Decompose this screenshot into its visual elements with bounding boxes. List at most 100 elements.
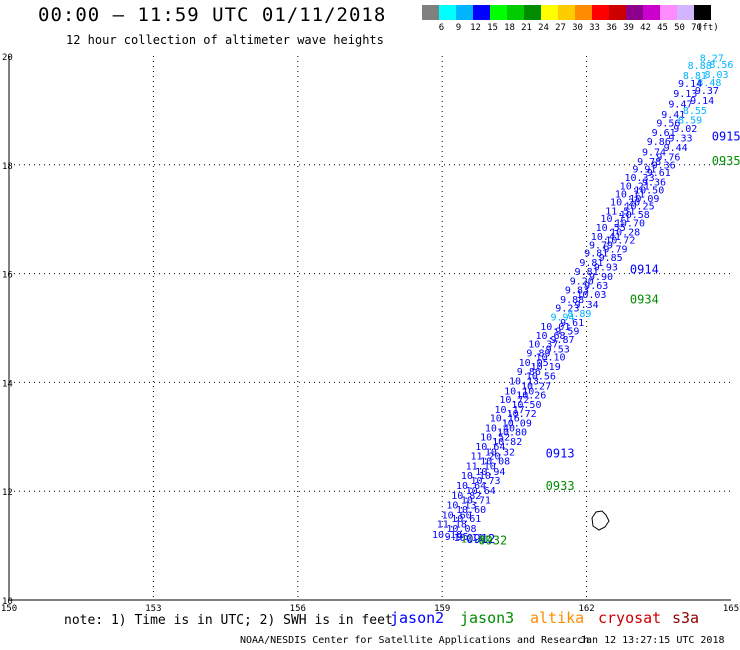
footer-timestamp: Jan 12 13:27:15 UTC 2018 [580, 635, 725, 646]
data-point-label: 11.20 [470, 452, 500, 463]
y-tick-label: 20 [2, 53, 13, 63]
scale-swatch [490, 5, 507, 20]
scale-label: 18 [504, 23, 515, 33]
data-point-label: 9.88 [560, 295, 584, 306]
y-tick-label: 14 [2, 379, 13, 389]
data-point-label: 9.61 [647, 168, 671, 179]
data-point-label: 10.56 [526, 372, 556, 383]
data-point-label: 10.13 [509, 377, 539, 388]
data-point-label: 10.09 [629, 194, 659, 205]
time-annotation: 0933 [546, 479, 575, 493]
scale-label: 50 [674, 23, 685, 33]
data-point-label: 10.50 [634, 186, 664, 197]
scale-swatch [422, 5, 439, 20]
data-point-label: 10.73 [470, 476, 500, 487]
scale-unit: (ft) [697, 23, 719, 33]
data-point-label: 10.94 [475, 467, 505, 478]
scale-swatch [541, 5, 558, 20]
data-point-label: 10.71 [461, 496, 491, 507]
data-point-label: 8.88 [688, 61, 712, 72]
data-point-label: 8.89 [567, 309, 591, 320]
data-point-label: 10.26 [516, 391, 546, 402]
scale-label: 6 [438, 23, 445, 33]
scale-label: 33 [589, 23, 600, 33]
scale-swatch [456, 5, 473, 20]
time-annotation: 0932 [478, 534, 507, 548]
data-point-label: 9.02 [673, 124, 697, 135]
data-point-label: 10.52 [480, 433, 510, 444]
y-tick-label: 10 [2, 597, 13, 607]
data-point-label: 10.03 [576, 290, 606, 301]
scale-label: 27 [555, 23, 566, 33]
data-point-label: 9.94 [550, 312, 574, 323]
data-point-label: 10.21 [620, 181, 650, 192]
y-tick-label: 18 [2, 162, 13, 172]
data-point-label: 9.47 [668, 100, 692, 111]
data-point-label: 9.87 [550, 335, 574, 346]
scale-swatch [575, 5, 592, 20]
data-labels: 8.278.568.888.038.818.489.149.379.139.14… [432, 53, 733, 545]
scale-swatch [677, 5, 694, 20]
data-point-label: 9.86 [647, 137, 671, 148]
data-point-label: 9.81 [575, 267, 599, 278]
data-point-label: 10.20 [610, 198, 640, 209]
data-point-label: 8.03 [705, 70, 729, 81]
scale-label: 36 [606, 23, 617, 33]
scale-swatch [643, 5, 660, 20]
time-annotation: 0934 [630, 293, 659, 307]
scale-swatch [558, 5, 575, 20]
data-point-label: 9.53 [546, 344, 570, 355]
legend-altika: altika [530, 609, 585, 627]
data-point-label: 10.64 [456, 481, 486, 492]
data-point-label: 10.55 [596, 223, 626, 234]
data-point-label: 9.13 [673, 89, 697, 100]
data-point-label: 9.79 [589, 241, 613, 252]
data-point-label: 8.48 [697, 78, 721, 89]
data-point-label: 10.64 [475, 442, 505, 453]
y-tick-label: 12 [2, 488, 13, 498]
data-point-label: 10.05 [519, 358, 549, 369]
x-tick-label: 153 [145, 604, 161, 614]
legend-jason3: jason3 [460, 609, 515, 627]
data-point-label: 9.79 [603, 244, 627, 255]
data-point-label: 10.01 [540, 322, 570, 333]
scale-label: 9 [455, 23, 462, 33]
data-point-label: 9.20 [570, 276, 594, 287]
x-tick-label: 162 [578, 604, 594, 614]
scale-swatch [507, 5, 524, 20]
data-point-label: 9.14 [690, 96, 714, 107]
data-point-label: 8.59 [678, 115, 702, 126]
data-point-label: 11.18 [437, 520, 467, 531]
data-point-label: 10.50 [511, 400, 541, 411]
data-point-label: 10.41 [591, 232, 621, 243]
footer-note: note: 1) Time is in UTC; 2) SWH is in fe… [64, 613, 393, 628]
data-point-label: 8.81 [683, 71, 707, 82]
data-point-label: 8.55 [683, 106, 707, 117]
axes [8, 56, 731, 601]
data-point-label: 10.64 [466, 486, 496, 497]
data-point-label: 10.10 [535, 353, 565, 364]
data-point-label: 10.72 [499, 395, 529, 406]
data-point-label: 9.63 [584, 281, 608, 292]
data-point-label: 10.32 [485, 447, 515, 458]
data-point-label: 10.68 [535, 331, 565, 342]
tick-labels: 150 153 156 159 162 165 10 12 14 16 18 20 [1, 53, 739, 614]
data-point-label: 9.36 [642, 177, 666, 188]
scale-swatch [609, 5, 626, 20]
x-tick-label: 156 [290, 604, 306, 614]
data-point-label: 10.28 [610, 228, 640, 239]
data-point-label: 9.91 [632, 164, 656, 175]
data-point-label: 9.76 [656, 152, 680, 163]
time-annotation: 0912 [466, 532, 495, 546]
data-point-label: 9.85 [599, 253, 623, 264]
data-point-label: 9.61 [560, 318, 584, 329]
coastline-outline [591, 510, 610, 531]
data-point-label: 10.58 [620, 210, 650, 221]
time-annotation: 0935 [712, 154, 740, 168]
data-point-label: 11.10 [466, 461, 496, 472]
data-point-label: 9.61 [652, 128, 676, 139]
data-point-label: 10.80 [497, 428, 527, 439]
data-point-label: 10.82 [451, 491, 481, 502]
data-point-label: 9.89 [526, 348, 550, 359]
scale-swatch [473, 5, 490, 20]
